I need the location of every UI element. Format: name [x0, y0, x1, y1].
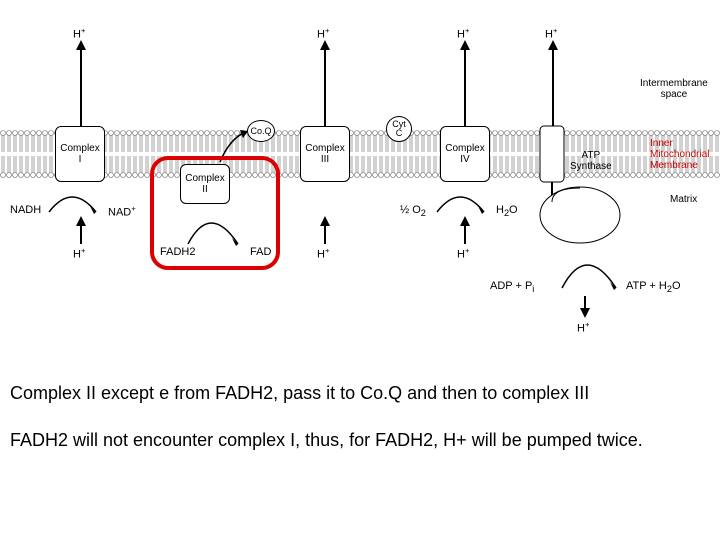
- h-label-atp: H+: [545, 26, 557, 41]
- atp-synthase-label: ATPSynthase: [570, 150, 612, 172]
- etc-diagram: ComplexI ComplexII Co.Q ComplexIII CytC …: [0, 0, 720, 340]
- o2-label: ½ O2: [400, 204, 426, 218]
- h-label-c4-bot: H+: [457, 246, 469, 261]
- arrow-h-c3-bot: [316, 216, 336, 246]
- complex-4: ComplexIV: [440, 126, 490, 182]
- h2o-label: H2O: [496, 204, 518, 218]
- arrow-h-atp: [544, 40, 564, 130]
- arrow-h-c3: [316, 40, 336, 130]
- h-label-c4: H+: [457, 26, 469, 41]
- arrow-adp: [556, 246, 626, 302]
- h-label-c1: H+: [73, 26, 85, 41]
- cytc: CytC: [386, 116, 412, 142]
- explanation-text: Complex II except e from FADH2, pass it …: [10, 380, 710, 474]
- complex-3: ComplexIII: [300, 126, 350, 182]
- arrow-h-c1-bot: [72, 216, 92, 246]
- arrow-h-synth: [576, 296, 596, 320]
- arrow-h-c4-bot: [456, 216, 476, 246]
- arrow-h-c4: [456, 40, 476, 130]
- complex-1-label: ComplexI: [56, 143, 104, 165]
- h-label-c3-bot: H+: [317, 246, 329, 261]
- atp-h2o-label: ATP + H2O: [626, 280, 681, 294]
- h-label-c1-bot: H+: [73, 246, 85, 261]
- cytc-label: CytC: [387, 120, 411, 138]
- nadh-label: NADH: [10, 204, 41, 216]
- atp-synthase: [530, 120, 660, 260]
- inner-membrane-label: InnerMitochondrialMembrane: [650, 138, 709, 171]
- h-label-synth: H+: [577, 320, 589, 335]
- adp-pi-label: ADP + Pi: [490, 280, 534, 294]
- matrix-label: Matrix: [670, 194, 697, 205]
- explain-p1: Complex II except e from FADH2, pass it …: [10, 380, 710, 407]
- complex-4-label: ComplexIV: [441, 143, 489, 165]
- nad-label: NAD+: [108, 204, 136, 219]
- explain-p2: FADH2 will not encounter complex I, thus…: [10, 427, 710, 454]
- arrow-h-c1: [72, 40, 92, 130]
- h-label-c3: H+: [317, 26, 329, 41]
- highlight-complex2: [150, 156, 280, 270]
- complex-3-label: ComplexIII: [301, 143, 349, 165]
- complex-1: ComplexI: [55, 126, 105, 182]
- intermembrane-label: Intermembranespace: [640, 78, 708, 100]
